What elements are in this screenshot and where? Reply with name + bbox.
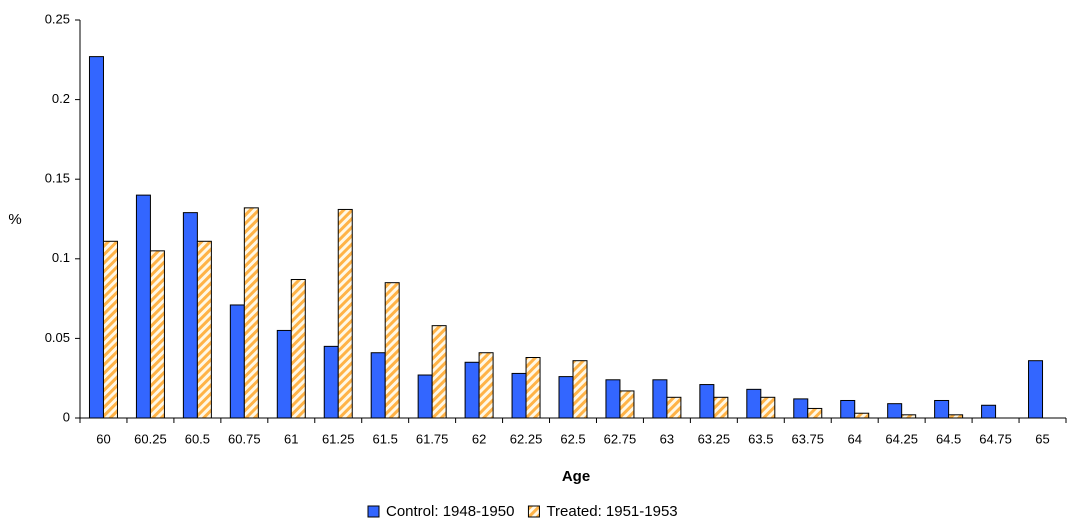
x-axis-title: Age — [562, 468, 590, 485]
y-tick-label: 0.2 — [52, 91, 70, 106]
bar — [572, 360, 588, 419]
bar — [652, 379, 668, 419]
bar — [981, 404, 997, 419]
x-tick-label: 63.75 — [791, 431, 824, 446]
x-tick-label: 64.5 — [936, 431, 961, 446]
bar — [135, 194, 151, 419]
x-tick-label: 64 — [847, 431, 861, 446]
x-tick-label: 62.75 — [604, 431, 637, 446]
bar — [276, 329, 292, 419]
bar — [370, 352, 386, 419]
x-tick-label: 63.5 — [748, 431, 773, 446]
bar — [746, 388, 762, 419]
x-tick-label: 64.75 — [979, 431, 1012, 446]
bar — [243, 207, 259, 419]
bar — [807, 407, 823, 419]
bar — [182, 212, 198, 419]
y-tick-label: 0.25 — [45, 11, 70, 26]
x-tick-label: 64.25 — [885, 431, 918, 446]
bar — [605, 379, 621, 419]
x-tick-label: 60.75 — [228, 431, 261, 446]
bar — [558, 376, 574, 419]
x-tick-label: 62 — [472, 431, 486, 446]
y-tick-label: 0 — [63, 409, 70, 424]
legend-swatch — [527, 505, 540, 518]
x-tick-label: 60.5 — [185, 431, 210, 446]
bar — [511, 372, 527, 419]
x-tick-label: 61.75 — [416, 431, 449, 446]
legend-text: Treated: 1951-1953 — [546, 503, 677, 520]
x-tick-label: 61.5 — [373, 431, 398, 446]
x-tick-label: 61 — [284, 431, 298, 446]
x-tick-label: 60 — [96, 431, 110, 446]
bar — [384, 282, 400, 419]
bar — [840, 399, 856, 419]
bar — [149, 250, 165, 419]
bar — [760, 396, 776, 419]
bar — [901, 414, 917, 419]
bar — [88, 56, 104, 419]
x-tick-label: 63.25 — [698, 431, 731, 446]
bar — [934, 399, 950, 419]
bar — [417, 374, 433, 419]
bar — [196, 240, 212, 419]
y-tick-label: 0.1 — [52, 250, 70, 265]
legend-text: Control: 1948-1950 — [386, 503, 514, 520]
bar — [854, 412, 870, 419]
bar — [323, 345, 339, 419]
bar — [102, 240, 118, 419]
y-tick-label: 0.15 — [45, 171, 70, 186]
x-tick-label: 61.25 — [322, 431, 355, 446]
bar — [1028, 360, 1044, 419]
legend-swatch — [367, 505, 380, 518]
bar — [666, 396, 682, 419]
bar — [478, 352, 494, 419]
x-tick-label: 62.5 — [560, 431, 585, 446]
x-tick-label: 62.25 — [510, 431, 543, 446]
bar — [431, 325, 447, 419]
bar — [713, 396, 729, 419]
bar — [948, 414, 964, 419]
y-tick-label: 0.05 — [45, 330, 70, 345]
bar — [337, 208, 353, 419]
bar — [793, 398, 809, 419]
bar — [290, 278, 306, 419]
bar — [887, 403, 903, 419]
x-tick-label: 65 — [1035, 431, 1049, 446]
bar — [525, 357, 541, 419]
bar — [229, 304, 245, 419]
bar — [619, 390, 635, 419]
bar — [464, 361, 480, 419]
x-tick-label: 63 — [660, 431, 674, 446]
bar — [699, 384, 715, 419]
y-axis-title: % — [8, 211, 21, 228]
x-tick-label: 60.25 — [134, 431, 167, 446]
